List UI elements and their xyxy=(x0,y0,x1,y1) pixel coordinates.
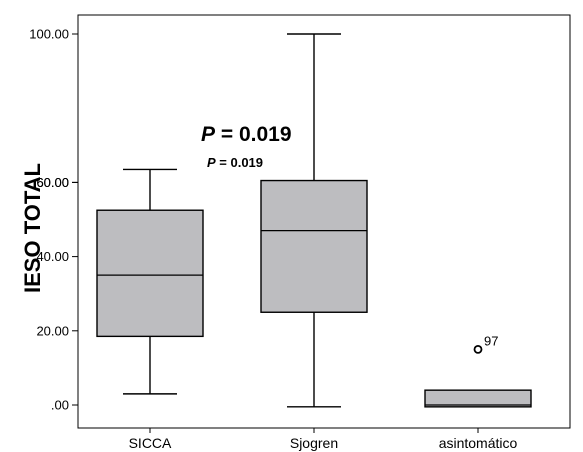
box-iqr xyxy=(96,209,204,338)
box-iqr xyxy=(424,389,532,408)
p-value-annotation-large: P = 0.019 xyxy=(201,123,292,146)
p-value-small-suffix: = 0.019 xyxy=(216,155,263,170)
y-tick-label: 100.00 xyxy=(29,27,69,42)
outliers-group: 97 xyxy=(473,333,498,354)
x-tick-label: Sjogren xyxy=(290,435,338,451)
outlier-label: 97 xyxy=(484,333,498,348)
p-value-small-prefix: P xyxy=(207,155,216,170)
y-tick-label: 40.00 xyxy=(36,249,69,264)
box-Sjogren xyxy=(260,33,368,408)
box-SICCA xyxy=(96,168,204,395)
box-iqr xyxy=(260,179,368,313)
y-axis-label: IESO TOTAL xyxy=(20,163,45,293)
x-axis-labels: SICCA Sjogren asintomático xyxy=(129,428,518,451)
y-tick-label: 60.00 xyxy=(36,175,69,190)
p-value-large-prefix: P xyxy=(201,123,216,146)
y-tick-label: 20.00 xyxy=(36,323,69,338)
plot-frame xyxy=(77,14,571,429)
y-tick-label: 60.00 xyxy=(36,175,69,190)
boxes-group xyxy=(96,33,532,408)
box-asintomático xyxy=(424,389,532,408)
y-tick-label: .00 xyxy=(51,398,69,413)
x-tick-label: SICCA xyxy=(129,435,172,451)
p-value-annotation-small: P = 0.019 xyxy=(207,155,263,170)
outlier-point xyxy=(473,344,483,354)
p-value-large-suffix: = 0.019 xyxy=(215,123,291,146)
x-tick-label: asintomático xyxy=(439,435,518,451)
